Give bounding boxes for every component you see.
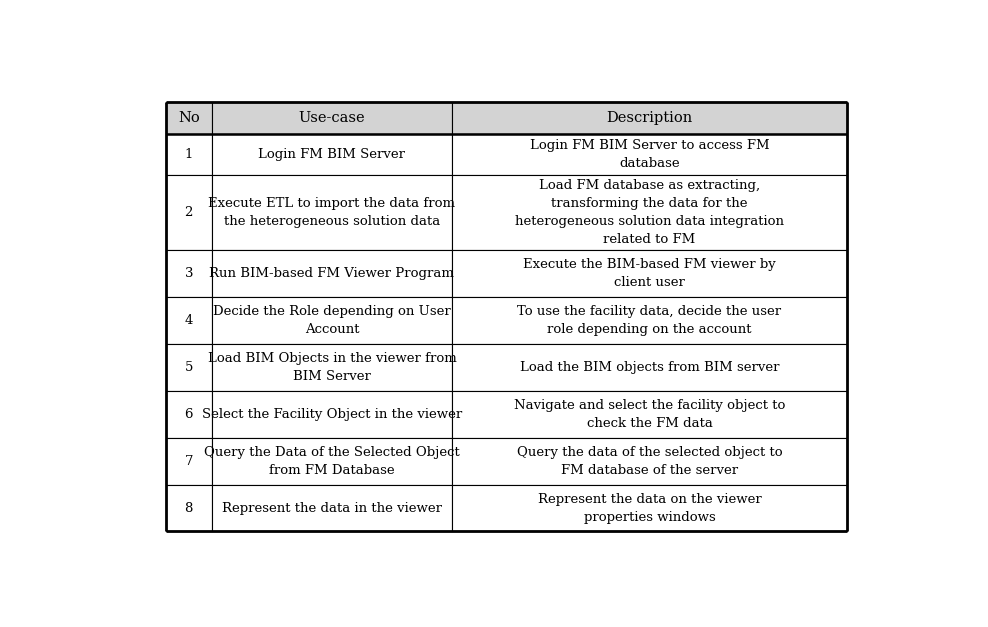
Text: Query the data of the selected object to
FM database of the server: Query the data of the selected object to… xyxy=(517,446,782,477)
Bar xyxy=(212,175,452,250)
Text: Query the Data of the Selected Object
from FM Database: Query the Data of the Selected Object fr… xyxy=(204,446,459,477)
Text: Execute the BIM-based FM viewer by
client user: Execute the BIM-based FM viewer by clien… xyxy=(523,258,776,289)
Bar xyxy=(452,344,847,391)
Text: 8: 8 xyxy=(185,502,193,515)
Bar xyxy=(166,102,212,134)
Text: 5: 5 xyxy=(185,361,193,374)
Text: Represent the data in the viewer: Represent the data in the viewer xyxy=(222,502,442,515)
Text: Run BIM-based FM Viewer Program: Run BIM-based FM Viewer Program xyxy=(209,266,454,280)
Text: Use-case: Use-case xyxy=(298,111,366,125)
Bar xyxy=(166,438,212,485)
Text: Login FM BIM Server: Login FM BIM Server xyxy=(259,148,405,161)
Text: Decide the Role depending on User
Account: Decide the Role depending on User Accoun… xyxy=(213,305,451,335)
Bar xyxy=(212,391,452,438)
Bar xyxy=(452,391,847,438)
Text: Navigate and select the facility object to
check the FM data: Navigate and select the facility object … xyxy=(514,399,785,429)
Text: 2: 2 xyxy=(185,206,193,219)
Bar xyxy=(212,134,452,175)
Text: Description: Description xyxy=(607,111,693,125)
Text: 6: 6 xyxy=(185,408,193,421)
Bar xyxy=(452,102,847,134)
Text: Login FM BIM Server to access FM
database: Login FM BIM Server to access FM databas… xyxy=(530,139,770,170)
Bar xyxy=(452,438,847,485)
Bar xyxy=(452,175,847,250)
Bar xyxy=(212,344,452,391)
Text: Select the Facility Object in the viewer: Select the Facility Object in the viewer xyxy=(202,408,462,421)
Bar xyxy=(452,250,847,297)
Bar xyxy=(452,297,847,344)
Bar xyxy=(166,175,212,250)
Bar xyxy=(166,485,212,532)
Bar xyxy=(166,250,212,297)
Bar xyxy=(452,485,847,532)
Bar xyxy=(212,250,452,297)
Text: 4: 4 xyxy=(185,314,193,327)
Bar xyxy=(166,297,212,344)
Bar xyxy=(212,297,452,344)
Bar xyxy=(212,485,452,532)
Bar xyxy=(166,344,212,391)
Text: Load BIM Objects in the viewer from
BIM Server: Load BIM Objects in the viewer from BIM … xyxy=(207,352,456,382)
Text: Load the BIM objects from BIM server: Load the BIM objects from BIM server xyxy=(520,361,780,374)
Text: 7: 7 xyxy=(185,455,193,468)
Bar xyxy=(166,134,212,175)
Bar xyxy=(452,134,847,175)
Text: Load FM database as extracting,
transforming the data for the
heterogeneous solu: Load FM database as extracting, transfor… xyxy=(515,179,783,246)
Text: Represent the data on the viewer
properties windows: Represent the data on the viewer propert… xyxy=(537,492,762,524)
Text: Execute ETL to import the data from
the heterogeneous solution data: Execute ETL to import the data from the … xyxy=(208,197,455,228)
Bar xyxy=(212,438,452,485)
Bar xyxy=(166,391,212,438)
Bar xyxy=(212,102,452,134)
Text: 3: 3 xyxy=(185,266,193,280)
Text: 1: 1 xyxy=(185,148,193,161)
Text: To use the facility data, decide the user
role depending on the account: To use the facility data, decide the use… xyxy=(518,305,782,335)
Text: No: No xyxy=(178,111,200,125)
